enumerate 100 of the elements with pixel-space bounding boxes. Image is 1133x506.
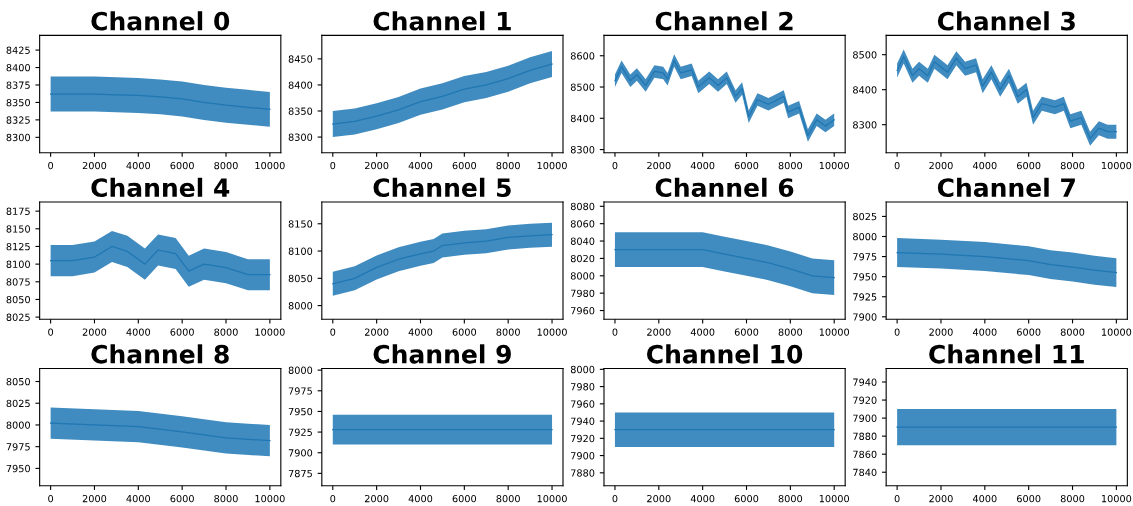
y-tick-label: 8400 (288, 81, 313, 89)
y-tick-label: 8300 (6, 133, 30, 142)
x-tick-label: 2000 (929, 328, 953, 336)
y-tick-label: 8000 (570, 365, 595, 374)
x-tick-label: 0 (612, 328, 618, 336)
y-tick-label: 7900 (571, 452, 595, 460)
y-tick-label: 8300 (288, 133, 313, 141)
x-tick-label: 4000 (408, 161, 433, 170)
y-tick-label: 7880 (571, 469, 595, 477)
y-tick-label: 7920 (571, 434, 595, 443)
y-tick-label: 7900 (853, 414, 877, 422)
x-tick-label: 0 (894, 161, 900, 170)
x-tick-label: 10000 (819, 161, 850, 170)
y-tick-label: 7880 (853, 432, 877, 440)
y-tick-label: 7940 (853, 378, 877, 386)
x-tick-label: 10000 (1101, 494, 1132, 503)
x-tick-label: 2000 (364, 494, 389, 503)
y-tick-label: 8060 (570, 220, 595, 228)
y-tick-label: 7975 (288, 387, 312, 395)
x-tick-label: 8000 (1060, 328, 1085, 336)
x-tick-label: 6000 (452, 161, 477, 170)
chart-title: Channel 5 (373, 177, 511, 198)
y-tick-label: 8600 (570, 52, 595, 60)
y-tick-label: 7980 (571, 289, 595, 297)
y-tick-label: 7900 (853, 313, 877, 321)
chart-title: Channel 7 (937, 177, 1075, 198)
chart-title: Channel 3 (937, 11, 1075, 31)
y-tick-label: 8000 (288, 302, 313, 310)
x-tick-label: 0 (612, 494, 618, 503)
x-tick-label: 10000 (537, 328, 567, 336)
x-tick-label: 4000 (126, 494, 151, 503)
y-tick-label: 8050 (6, 377, 30, 386)
x-tick-label: 2000 (82, 328, 107, 336)
y-tick-label: 8025 (6, 313, 30, 321)
y-tick-label: 8500 (570, 83, 595, 91)
x-tick-label: 4000 (690, 494, 715, 503)
y-tick-label: 8000 (6, 421, 30, 429)
x-tick-label: 2000 (647, 494, 671, 503)
x-tick-label: 4000 (126, 328, 151, 336)
x-tick-label: 4000 (126, 161, 151, 170)
y-tick-label: 8300 (570, 146, 595, 154)
x-tick-label: 10000 (1101, 328, 1132, 336)
y-tick-label: 8050 (288, 274, 313, 283)
chart-title: Channel 4 (91, 177, 230, 198)
x-tick-label: 0 (48, 161, 54, 170)
x-tick-label: 10000 (255, 328, 285, 336)
chart-title: Channel 0 (91, 11, 230, 31)
y-tick-label: 8000 (853, 232, 877, 241)
x-tick-label: 4000 (972, 328, 997, 336)
x-tick-label: 0 (48, 494, 54, 503)
x-tick-label: 0 (894, 494, 900, 503)
y-tick-label: 7925 (288, 428, 312, 436)
x-tick-label: 2000 (647, 328, 671, 336)
y-tick-label: 7975 (853, 253, 877, 261)
x-tick-label: 8000 (214, 328, 238, 336)
chart-title: Channel 11 (929, 344, 1084, 364)
y-tick-label: 8375 (6, 81, 30, 89)
y-tick-label: 8400 (570, 114, 595, 123)
x-tick-label: 10000 (537, 494, 567, 503)
chart-title: Channel 6 (655, 177, 794, 198)
chart-title: Channel 9 (373, 344, 511, 364)
y-tick-label: 8000 (288, 366, 313, 374)
x-tick-label: 0 (330, 161, 336, 170)
x-tick-label: 6000 (452, 328, 477, 336)
x-tick-label: 8000 (778, 494, 803, 503)
x-tick-label: 8000 (496, 494, 520, 503)
y-tick-label: 8040 (570, 237, 595, 245)
x-tick-label: 6000 (1016, 328, 1041, 336)
x-tick-label: 0 (894, 328, 900, 336)
x-tick-label: 10000 (819, 494, 850, 503)
y-tick-label: 7960 (571, 400, 595, 408)
y-tick-label: 8100 (288, 247, 313, 255)
chart-title: Channel 2 (655, 11, 793, 31)
x-tick-label: 8000 (778, 161, 803, 170)
y-tick-label: 7975 (6, 443, 30, 451)
x-tick-label: 2000 (364, 328, 389, 336)
x-tick-label: 6000 (734, 161, 759, 170)
y-tick-label: 7980 (571, 383, 595, 391)
y-tick-label: 8080 (570, 202, 595, 211)
x-tick-label: 6000 (170, 161, 194, 170)
y-tick-label: 8025 (853, 212, 877, 221)
y-tick-label: 8000 (570, 272, 595, 280)
x-tick-label: 6000 (452, 494, 477, 503)
y-tick-label: 8425 (6, 46, 30, 54)
y-tick-label: 8400 (853, 86, 877, 94)
y-tick-label: 8325 (6, 116, 30, 124)
y-tick-label: 8300 (853, 121, 877, 129)
y-tick-label: 8350 (288, 107, 313, 115)
x-tick-label: 4000 (690, 328, 715, 336)
x-tick-label: 10000 (537, 161, 567, 170)
y-tick-label: 8450 (288, 55, 313, 63)
y-tick-label: 8175 (6, 207, 30, 215)
x-tick-label: 8000 (496, 328, 520, 336)
chart-title: Channel 1 (373, 11, 511, 31)
y-tick-label: 7960 (571, 307, 595, 315)
x-tick-label: 8000 (214, 494, 238, 503)
x-tick-label: 10000 (1101, 161, 1132, 170)
x-tick-label: 6000 (170, 494, 194, 503)
y-tick-label: 8350 (6, 98, 30, 107)
x-tick-label: 0 (330, 494, 336, 503)
